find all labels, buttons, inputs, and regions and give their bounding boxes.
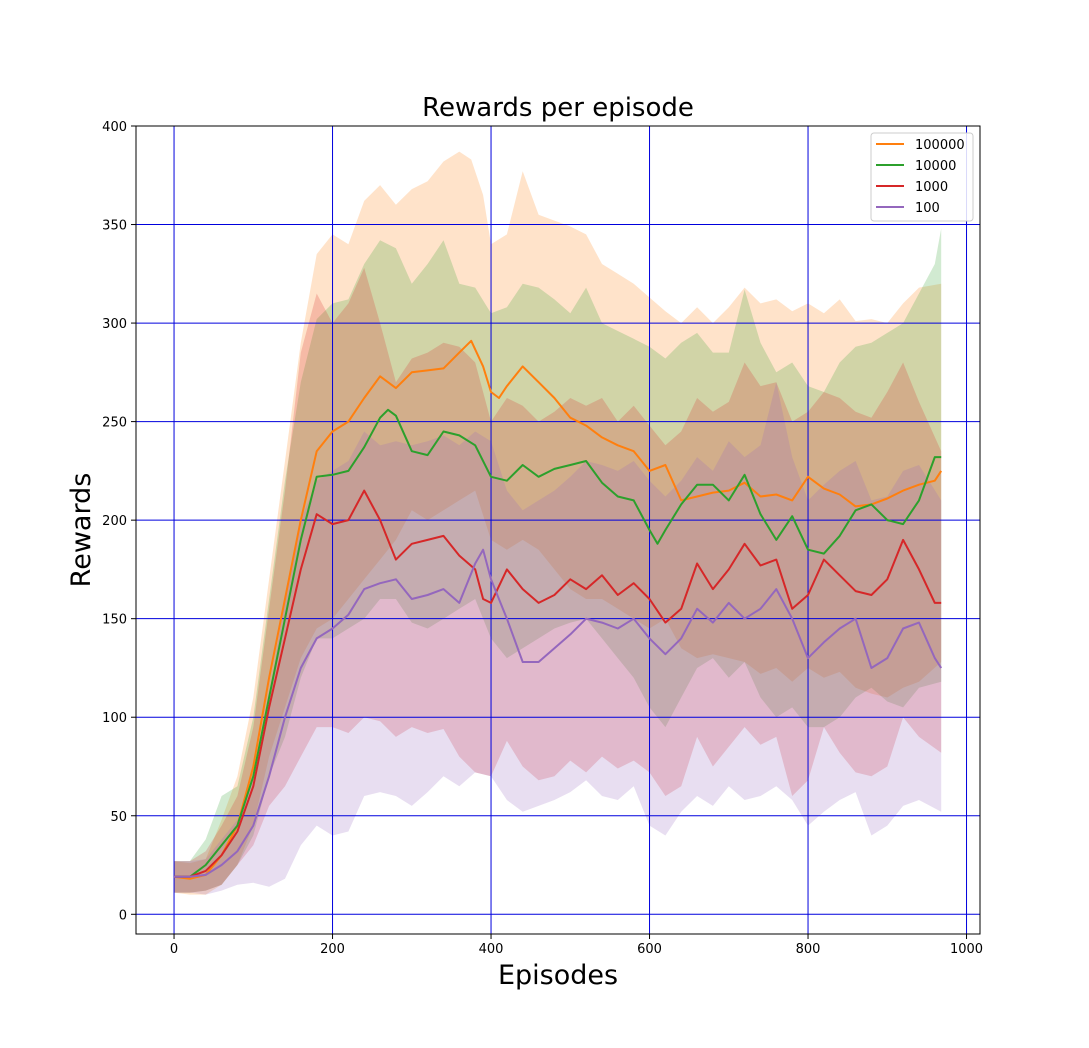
y-tick-label: 300	[102, 317, 127, 332]
band-100000	[174, 151, 942, 895]
band-100	[174, 382, 942, 895]
x-axis-ticks: 0 200 400 600 800 1000	[170, 934, 983, 957]
legend-label-10000: 10000	[915, 159, 956, 174]
plot-frame	[135, 125, 981, 935]
x-tick-label: 600	[637, 942, 662, 957]
legend-label-100000: 100000	[915, 138, 965, 153]
y-tick-label: 50	[110, 810, 127, 825]
legend: 100000 10000 1000 100	[870, 132, 974, 222]
x-tick-label: 1000	[950, 942, 983, 957]
y-axis-ticks: 0 50 100 150 200 250 300 350 400	[102, 120, 136, 923]
x-tick-label: 800	[796, 942, 821, 957]
x-tick-label: 0	[170, 942, 178, 957]
y-tick-label: 150	[102, 613, 127, 628]
chart-title: Rewards per episode	[422, 93, 694, 123]
y-tick-label: 0	[119, 908, 127, 923]
y-tick-label: 100	[102, 711, 127, 726]
y-tick-label: 400	[102, 120, 127, 135]
x-tick-label: 400	[479, 942, 504, 957]
legend-label-1000: 1000	[915, 180, 948, 195]
y-tick-label: 200	[102, 514, 127, 529]
series-lines	[173, 339, 943, 880]
line-1000	[174, 489, 942, 878]
y-tick-label: 250	[102, 416, 127, 431]
legend-box	[870, 132, 974, 222]
x-tick-label: 200	[320, 942, 345, 957]
line-100	[174, 548, 943, 878]
line-100000	[173, 339, 943, 880]
grid-lines	[136, 125, 980, 934]
band-1000	[174, 267, 942, 893]
confidence-bands	[174, 151, 942, 895]
legend-label-100: 100	[915, 201, 940, 216]
y-tick-label: 350	[102, 219, 127, 234]
plot-area	[136, 126, 980, 934]
x-axis-label: Episodes	[498, 960, 618, 991]
line-10000	[174, 408, 942, 878]
y-axis-label: Rewards	[66, 473, 97, 588]
